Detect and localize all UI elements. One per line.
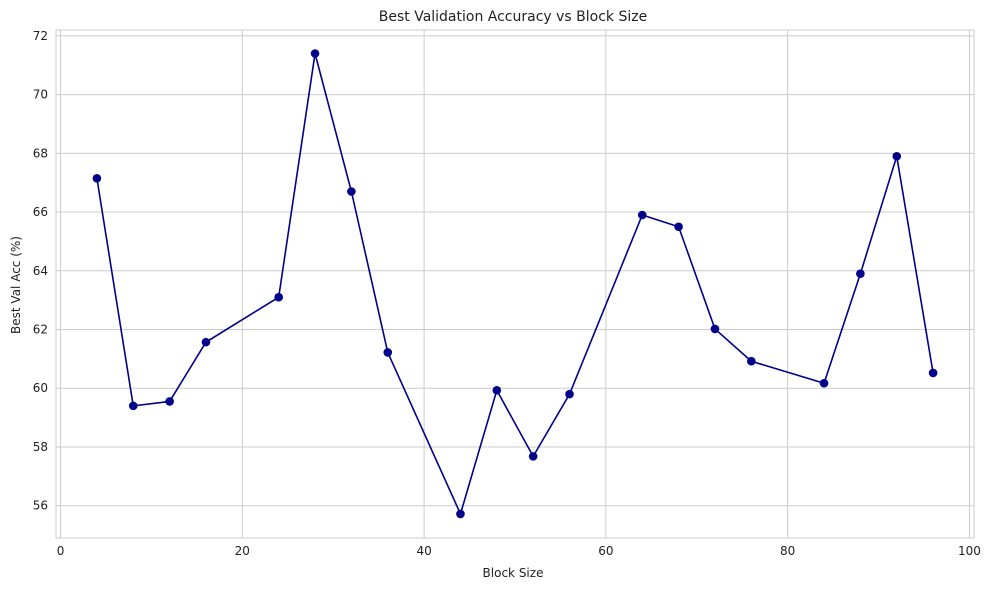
data-point <box>165 397 174 406</box>
data-point <box>201 337 211 347</box>
data-point <box>492 385 502 395</box>
x-tick-label: 100 <box>958 544 981 558</box>
data-point <box>528 452 538 461</box>
y-tick-label: 66 <box>33 205 48 219</box>
data-point <box>674 222 683 232</box>
x-tick-label: 40 <box>416 544 431 558</box>
data-point <box>710 324 720 334</box>
data-point <box>347 187 356 196</box>
y-tick-label: 60 <box>33 381 48 395</box>
y-tick-label: 62 <box>33 323 48 337</box>
data-point <box>128 401 138 411</box>
data-point <box>892 151 902 161</box>
data-point <box>456 509 465 519</box>
x-tick-label: 20 <box>235 544 250 558</box>
plot-area-frame <box>55 29 975 539</box>
y-tick-label: 70 <box>33 88 48 102</box>
x-tick-label: 60 <box>598 544 613 558</box>
data-point <box>565 389 574 399</box>
data-point <box>383 348 393 357</box>
series-line <box>96 53 934 517</box>
x-tick-label: 0 <box>57 544 65 558</box>
chart-title: Best Validation Accuracy vs Block Size <box>379 9 647 25</box>
data-point <box>819 378 829 388</box>
y-tick-label: 68 <box>33 146 48 160</box>
data-point <box>747 356 756 366</box>
y-tick-label: 64 <box>33 264 48 278</box>
x-axis-label: Block Size <box>483 566 544 580</box>
y-tick-label: 56 <box>33 499 48 513</box>
data-point <box>310 49 320 58</box>
y-tick-label: 58 <box>33 440 48 454</box>
data-point <box>92 173 102 183</box>
data-point <box>856 269 865 279</box>
series-layer <box>92 49 938 519</box>
x-tick-label: 80 <box>780 544 795 558</box>
tick-labels: 0 20 40 60 80 100 56 58 60 62 64 66 68 70 72 <box>33 29 981 558</box>
grid-lines <box>56 30 974 538</box>
data-point <box>637 210 647 220</box>
data-point <box>928 368 938 378</box>
y-axis-label: Best Val Acc (%) <box>9 236 23 334</box>
data-point <box>274 292 283 302</box>
y-tick-label: 72 <box>33 29 48 43</box>
